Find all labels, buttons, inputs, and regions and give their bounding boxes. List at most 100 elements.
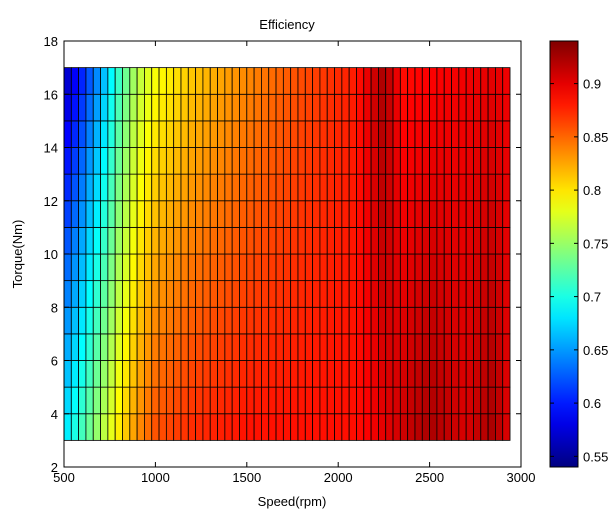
- heatmap-cell: [246, 333, 255, 361]
- heatmap-cell: [385, 413, 394, 441]
- heatmap-cell: [326, 200, 335, 228]
- colorbar-ticks: 0.55 0.6 0.65 0.7 0.75 0.8 0.85 0.9: [550, 77, 608, 464]
- heatmap-cell: [363, 306, 372, 335]
- heatmap-cell: [209, 386, 218, 415]
- heatmap-cell: [458, 200, 467, 228]
- heatmap-cell: [92, 413, 101, 441]
- heatmap-cell: [290, 253, 299, 282]
- heatmap-cell: [399, 147, 409, 175]
- heatmap-cell: [107, 67, 116, 95]
- heatmap-cell: [370, 360, 379, 388]
- heatmap-cell: [239, 386, 248, 415]
- heatmap-cell: [451, 93, 460, 122]
- heatmap-cell: [231, 413, 240, 441]
- y-axis-label: Torque(Nm): [10, 220, 25, 289]
- heatmap-cell: [290, 147, 299, 175]
- heatmap-cell: [436, 120, 445, 148]
- heatmap-cell: [334, 253, 343, 282]
- heatmap-cell: [363, 386, 372, 415]
- heatmap-cell: [399, 253, 409, 282]
- heatmap-cell: [414, 226, 423, 255]
- heatmap-cell: [414, 120, 423, 148]
- heatmap-cell: [253, 413, 262, 441]
- heatmap-cell: [261, 253, 270, 282]
- heatmap-cell: [326, 333, 335, 361]
- heatmap-cell: [319, 226, 328, 255]
- heatmap-cell: [129, 333, 138, 361]
- heatmap-cell: [473, 253, 482, 282]
- heatmap-cell: [319, 333, 328, 361]
- heatmap-cell: [268, 93, 277, 122]
- heatmap-cell: [290, 413, 299, 441]
- heatmap-cell: [304, 173, 314, 202]
- heatmap-cell: [480, 386, 489, 415]
- heatmap-cell: [122, 413, 131, 441]
- heatmap-cell: [187, 67, 197, 95]
- heatmap-cell: [378, 226, 387, 255]
- heatmap-cell: [63, 413, 72, 441]
- heatmap-cell: [165, 147, 175, 175]
- heatmap-cell: [429, 93, 438, 122]
- heatmap-cell: [421, 413, 431, 441]
- heatmap-cell: [502, 413, 511, 441]
- heatmap-cell: [348, 360, 357, 388]
- heatmap-cell: [275, 333, 284, 361]
- colorbar-tick-label: 0.7: [583, 290, 601, 305]
- heatmap-cell: [480, 67, 489, 95]
- heatmap-cell: [195, 413, 204, 441]
- heatmap-cell: [451, 253, 460, 282]
- heatmap-cell: [158, 253, 167, 282]
- heatmap-cell: [173, 67, 182, 95]
- heatmap-cell: [487, 226, 496, 255]
- heatmap-cell: [326, 226, 335, 255]
- heatmap-cell: [312, 93, 321, 122]
- heatmap-cell: [209, 93, 218, 122]
- heatmap-cell: [180, 386, 189, 415]
- heatmap-cell: [407, 147, 416, 175]
- heatmap-cell: [158, 386, 167, 415]
- heatmap-cell: [114, 413, 123, 441]
- heatmap-cell: [443, 67, 452, 95]
- heatmap-cell: [458, 93, 467, 122]
- heatmap-cell: [144, 200, 153, 228]
- heatmap-cell: [261, 333, 270, 361]
- heatmap-cell: [378, 253, 387, 282]
- heatmap-cell: [100, 360, 109, 388]
- heatmap-cell: [407, 67, 416, 95]
- heatmap-cell: [290, 306, 299, 335]
- heatmap-cell: [348, 67, 357, 95]
- heatmap-cell: [202, 67, 211, 95]
- heatmap-cell: [436, 360, 445, 388]
- heatmap-cell: [187, 386, 197, 415]
- heatmap-cell: [129, 200, 138, 228]
- heatmap-cell: [458, 253, 467, 282]
- heatmap-cell: [378, 147, 387, 175]
- heatmap-cell: [334, 147, 343, 175]
- heatmap-cell: [341, 147, 350, 175]
- heatmap-cell: [487, 173, 496, 202]
- heatmap-cell: [487, 360, 496, 388]
- heatmap-cell: [392, 386, 401, 415]
- heatmap-cell: [319, 280, 328, 308]
- heatmap-cell: [173, 120, 182, 148]
- heatmap-cell: [246, 93, 255, 122]
- heatmap-cell: [414, 386, 423, 415]
- heatmap-cell: [421, 360, 431, 388]
- heatmap-cell: [451, 147, 460, 175]
- heatmap-cell: [348, 386, 357, 415]
- heatmap-cell: [356, 360, 365, 388]
- heatmap-cell: [363, 360, 372, 388]
- heatmap-cell: [261, 226, 270, 255]
- heatmap-cell: [70, 93, 80, 122]
- heatmap-cell: [443, 120, 452, 148]
- heatmap-cell: [239, 226, 248, 255]
- heatmap-cell: [261, 67, 270, 95]
- heatmap-cell: [465, 67, 474, 95]
- heatmap-cell: [480, 413, 489, 441]
- heatmap-cell: [209, 67, 218, 95]
- heatmap-cell: [275, 67, 284, 95]
- heatmap-cell: [63, 120, 72, 148]
- heatmap-cell: [356, 413, 365, 441]
- heatmap-cell: [261, 120, 270, 148]
- heatmap-cell: [92, 386, 101, 415]
